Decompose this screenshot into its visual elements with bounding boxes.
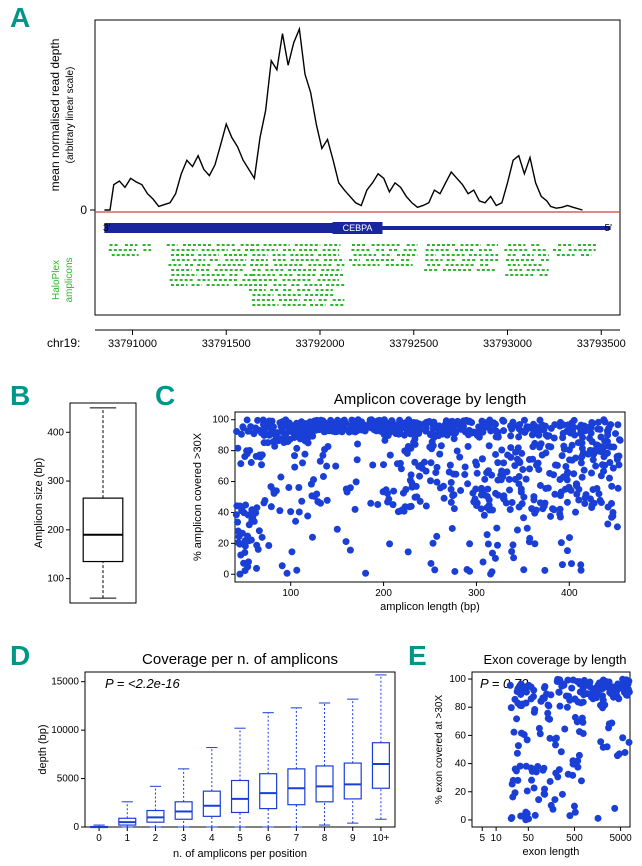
svg-text:100: 100 [282, 588, 299, 599]
svg-text:200: 200 [47, 525, 64, 536]
svg-text:CEBPA: CEBPA [343, 223, 373, 233]
svg-text:HaloPlex: HaloPlex [51, 260, 62, 300]
panel-C-chart: Amplicon coverage by length 100 200 300 400 0… [185, 390, 635, 620]
panel-E-label: E [408, 640, 427, 672]
svg-text:33792500: 33792500 [389, 338, 438, 350]
svg-text:10+: 10+ [372, 833, 389, 844]
svg-text:15000: 15000 [51, 677, 79, 688]
svg-text:100: 100 [449, 674, 466, 685]
svg-text:exon length: exon length [523, 846, 580, 858]
svg-text:50: 50 [523, 833, 535, 844]
svg-text:5000: 5000 [57, 774, 80, 785]
svg-text:10: 10 [491, 833, 503, 844]
svg-text:3': 3' [103, 223, 111, 234]
svg-text:2: 2 [153, 833, 159, 844]
svg-text:P = <2.2e-16: P = <2.2e-16 [105, 676, 180, 691]
svg-text:6: 6 [265, 833, 271, 844]
svg-text:80: 80 [218, 446, 230, 457]
svg-text:% exon covered at >30X: % exon covered at >30X [434, 695, 445, 805]
svg-text:mean normalised read depth: mean normalised read depth [48, 39, 62, 192]
svg-text:5: 5 [237, 833, 243, 844]
svg-text:1: 1 [124, 833, 130, 844]
svg-text:0: 0 [223, 569, 229, 580]
figure: A B C D E mean normalised read depth(arb… [0, 0, 642, 866]
svg-text:40: 40 [455, 759, 467, 770]
svg-text:33792000: 33792000 [296, 338, 345, 350]
panel-C-label: C [155, 380, 175, 412]
svg-text:500: 500 [566, 833, 583, 844]
svg-text:400: 400 [47, 427, 64, 438]
svg-text:amplicon length (bp): amplicon length (bp) [380, 601, 480, 613]
svg-text:Amplicon size (bp): Amplicon size (bp) [33, 458, 45, 548]
svg-text:20: 20 [455, 787, 467, 798]
svg-text:(arbitrary linear scale): (arbitrary linear scale) [65, 67, 76, 164]
panel-D-label: D [10, 640, 30, 672]
svg-text:n. of amplicons per position: n. of amplicons per position [173, 848, 307, 860]
svg-text:200: 200 [375, 588, 392, 599]
svg-text:400: 400 [561, 588, 578, 599]
svg-text:depth (bp): depth (bp) [37, 724, 49, 774]
svg-text:Coverage per n. of amplicons: Coverage per n. of amplicons [142, 651, 338, 668]
svg-text:Amplicon coverage by length: Amplicon coverage by length [334, 391, 527, 408]
svg-text:5': 5' [605, 223, 613, 234]
svg-text:60: 60 [218, 477, 230, 488]
svg-text:5000: 5000 [609, 833, 632, 844]
panel-D-chart: Coverage per n. of amplicons P = <2.2e-16… [30, 650, 400, 865]
svg-text:33791000: 33791000 [108, 338, 157, 350]
panel-E-chart: Exon coverage by lengthP = 0.72510505005… [430, 650, 635, 865]
svg-text:chr19:: chr19: [47, 336, 80, 350]
svg-text:% amplicon covered >30X: % amplicon covered >30X [192, 432, 204, 561]
svg-text:0: 0 [80, 203, 87, 217]
svg-text:5: 5 [479, 833, 485, 844]
svg-text:9: 9 [350, 833, 356, 844]
svg-text:4: 4 [209, 833, 215, 844]
panel-A-chart: mean normalised read depth(arbitrary lin… [35, 10, 635, 370]
svg-text:7: 7 [294, 833, 300, 844]
svg-text:60: 60 [455, 730, 467, 741]
svg-text:0: 0 [73, 822, 79, 833]
svg-text:300: 300 [468, 588, 485, 599]
svg-text:0: 0 [96, 833, 102, 844]
svg-text:10000: 10000 [51, 725, 79, 736]
svg-text:100: 100 [212, 415, 229, 426]
panel-A-label: A [10, 2, 30, 34]
svg-text:100: 100 [47, 574, 64, 585]
panel-B-chart: 100 200 300 400 Amplicon size (bp) [28, 395, 148, 625]
svg-text:amplicons: amplicons [64, 257, 75, 302]
svg-text:40: 40 [218, 507, 230, 518]
svg-text:300: 300 [47, 476, 64, 487]
svg-text:80: 80 [455, 702, 467, 713]
svg-text:33793500: 33793500 [577, 338, 626, 350]
svg-text:33791500: 33791500 [202, 338, 251, 350]
svg-text:3: 3 [181, 833, 187, 844]
svg-text:33793000: 33793000 [483, 338, 532, 350]
svg-text:20: 20 [218, 538, 230, 549]
svg-text:8: 8 [322, 833, 328, 844]
svg-text:0: 0 [460, 815, 466, 826]
svg-text:Exon coverage by length: Exon coverage by length [483, 652, 626, 667]
